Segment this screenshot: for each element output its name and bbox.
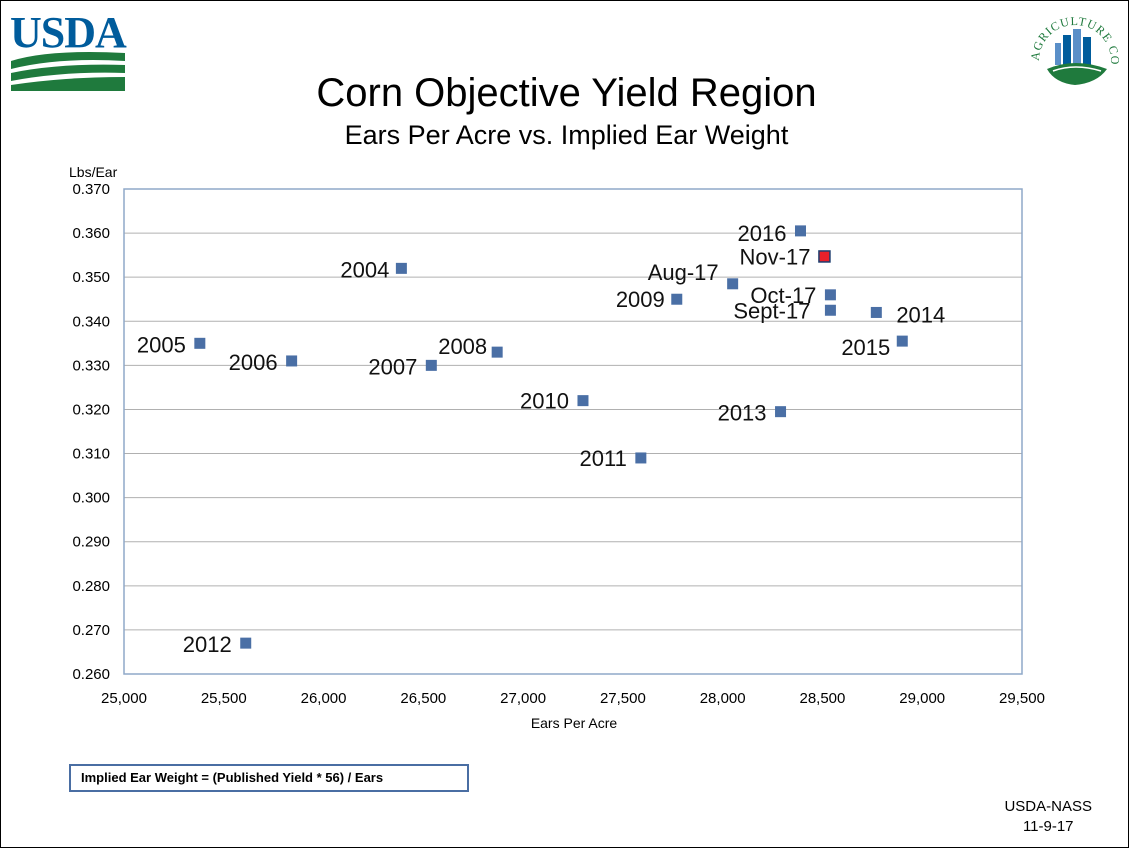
data-label: Aug-17 xyxy=(648,260,719,285)
data-label: 2016 xyxy=(738,221,787,246)
y-axis-label: Lbs/Ear xyxy=(69,164,118,180)
x-tick-label: 25,500 xyxy=(201,690,247,707)
usda-logo-text: USDA xyxy=(10,9,127,57)
plot-area-border xyxy=(123,188,1023,675)
data-point xyxy=(824,289,836,301)
data-label: 2009 xyxy=(616,287,665,312)
x-tick-label: 27,500 xyxy=(600,690,646,707)
data-label: Oct-17 xyxy=(750,283,816,308)
x-axis-ticks: 25,000 25,500 26,000 26,500 27,000 27,500 28,0… xyxy=(101,690,1045,707)
data-label: 2010 xyxy=(520,389,569,414)
x-tick-label: 29,000 xyxy=(899,690,945,707)
data-point xyxy=(818,250,831,263)
data-point xyxy=(635,452,647,464)
data-point xyxy=(896,335,908,347)
data-point xyxy=(577,395,589,407)
y-tick-label: 0.310 xyxy=(72,446,110,463)
y-axis-ticks: 0.260 0.270 0.280 0.290 0.300 0.310 0.320 0.330… xyxy=(72,181,110,683)
data-point xyxy=(425,359,437,371)
data-point xyxy=(491,346,503,358)
source-block: USDA-NASS 11-9-17 xyxy=(1004,797,1092,837)
data-point xyxy=(395,262,407,274)
y-tick-label: 0.320 xyxy=(72,401,110,418)
y-tick-label: 0.280 xyxy=(72,578,110,595)
data-label: Nov-17 xyxy=(740,244,811,269)
data-point xyxy=(671,293,683,305)
x-tick-label: 27,000 xyxy=(500,690,546,707)
data-point xyxy=(794,225,806,237)
data-point xyxy=(824,304,836,316)
y-tick-label: 0.370 xyxy=(72,181,110,198)
data-label: 2006 xyxy=(229,350,278,375)
data-point xyxy=(194,337,206,349)
data-point xyxy=(727,278,739,290)
data-point xyxy=(240,637,252,649)
data-point xyxy=(775,406,787,418)
chart-subtitle: Ears Per Acre vs. Implied Ear Weight xyxy=(344,120,789,150)
data-label: 2015 xyxy=(841,335,890,360)
data-label: 2012 xyxy=(183,632,232,657)
x-tick-label: 26,000 xyxy=(301,690,347,707)
chart-title: Corn Objective Yield Region xyxy=(316,71,817,115)
x-tick-label: 28,000 xyxy=(700,690,746,707)
data-label: 2004 xyxy=(340,257,389,282)
x-tick-label: 28,500 xyxy=(799,690,845,707)
data-label: 2007 xyxy=(368,354,417,379)
data-label: Sept-17 xyxy=(733,298,810,323)
y-tick-label: 0.290 xyxy=(72,534,110,551)
x-tick-label: 25,000 xyxy=(101,690,147,707)
grid-lines xyxy=(124,232,1022,631)
formula-note: Implied Ear Weight = (Published Yield * … xyxy=(69,764,469,792)
y-tick-label: 0.300 xyxy=(72,490,110,507)
y-tick-label: 0.340 xyxy=(72,313,110,330)
data-label: 2005 xyxy=(137,332,186,357)
source-agency: USDA-NASS xyxy=(1004,798,1092,815)
source-date: 11-9-17 xyxy=(1022,818,1074,835)
x-tick-label: 26,500 xyxy=(400,690,446,707)
y-tick-label: 0.360 xyxy=(72,225,110,242)
y-tick-label: 0.350 xyxy=(72,269,110,286)
data-label: 2013 xyxy=(718,401,767,426)
x-tick-label: 29,500 xyxy=(999,690,1045,707)
x-axis-label: Ears Per Acre xyxy=(531,715,618,731)
agriculture-counts-seal: AGRICULTURE COUNTS xyxy=(1027,11,1121,85)
data-point xyxy=(870,306,882,318)
data-points: 2004 2005 2006 2007 2008 2009 2010 2011 2012 2013… xyxy=(137,221,945,657)
data-label: 2008 xyxy=(438,334,487,359)
y-tick-label: 0.330 xyxy=(72,357,110,374)
data-label: 2011 xyxy=(580,446,627,471)
y-tick-label: 0.260 xyxy=(72,666,110,683)
usda-logo: USDA xyxy=(10,9,127,91)
data-label: 2014 xyxy=(896,302,945,327)
y-tick-label: 0.270 xyxy=(72,622,110,639)
data-point xyxy=(286,355,298,367)
